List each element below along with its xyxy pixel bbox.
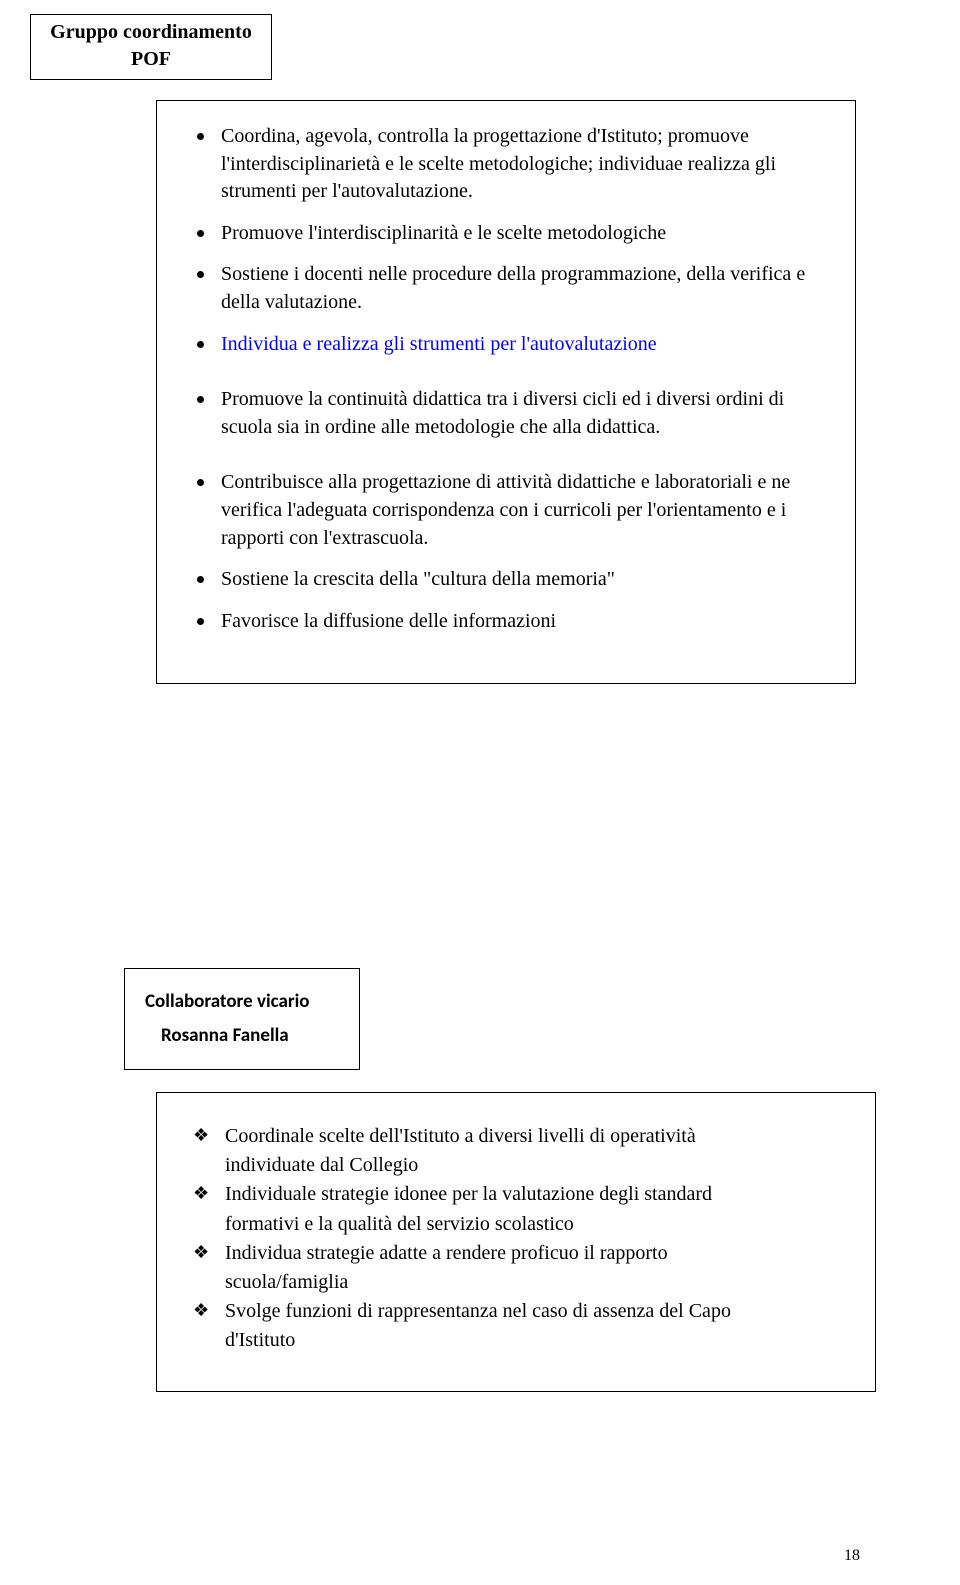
label-line: Gruppo coordinamento xyxy=(39,19,263,46)
diamond-item: Individua strategie adatte a rendere pro… xyxy=(191,1240,839,1267)
bullet-item: Promuove l'interdisciplinarità e le scel… xyxy=(191,220,815,248)
bullet-item: Sostiene i docenti nelle procedure della… xyxy=(191,261,815,316)
label-collaboratore: Collaboratore vicario Rosanna Fanella xyxy=(124,968,360,1070)
bullet-item: Coordina, agevola, controlla la progetta… xyxy=(191,123,815,206)
diamond-list: Individuale strategie idonee per la valu… xyxy=(191,1181,839,1208)
diamond-list: Svolge funzioni di rappresentanza nel ca… xyxy=(191,1298,839,1325)
label-line: POF xyxy=(39,46,263,73)
box-pof-functions: Coordina, agevola, controlla la progetta… xyxy=(156,100,856,684)
diamond-item: Coordinale scelte dell'Istituto a divers… xyxy=(191,1123,839,1150)
box-collaboratore-functions: Coordinale scelte dell'Istituto a divers… xyxy=(156,1092,876,1392)
item-continuation: formativi e la qualità del servizio scol… xyxy=(191,1211,839,1238)
bullet-item: Favorisce la diffusione delle informazio… xyxy=(191,608,815,636)
label-line: Collaboratore vicario xyxy=(137,985,347,1019)
label-gruppo-pof: Gruppo coordinamento POF xyxy=(30,14,272,80)
bullet-item: Individua e realizza gli strumenti per l… xyxy=(191,331,815,359)
item-continuation: individuate dal Collegio xyxy=(191,1152,839,1179)
diamond-list: Coordinale scelte dell'Istituto a divers… xyxy=(191,1123,839,1150)
bullet-list: Coordina, agevola, controlla la progetta… xyxy=(191,123,815,635)
item-continuation: scuola/famiglia xyxy=(191,1269,839,1296)
item-continuation: d'Istituto xyxy=(191,1327,839,1354)
bullet-item: Contribuisce alla progettazione di attiv… xyxy=(191,469,815,552)
bullet-item: Promuove la continuità didattica tra i d… xyxy=(191,386,815,441)
diamond-item: Individuale strategie idonee per la valu… xyxy=(191,1181,839,1208)
diamond-list: Individua strategie adatte a rendere pro… xyxy=(191,1240,839,1267)
diamond-item: Svolge funzioni di rappresentanza nel ca… xyxy=(191,1298,839,1325)
label-line: Rosanna Fanella xyxy=(137,1019,347,1053)
page-number: 18 xyxy=(844,1547,860,1565)
bullet-item: Sostiene la crescita della "cultura dell… xyxy=(191,566,815,594)
